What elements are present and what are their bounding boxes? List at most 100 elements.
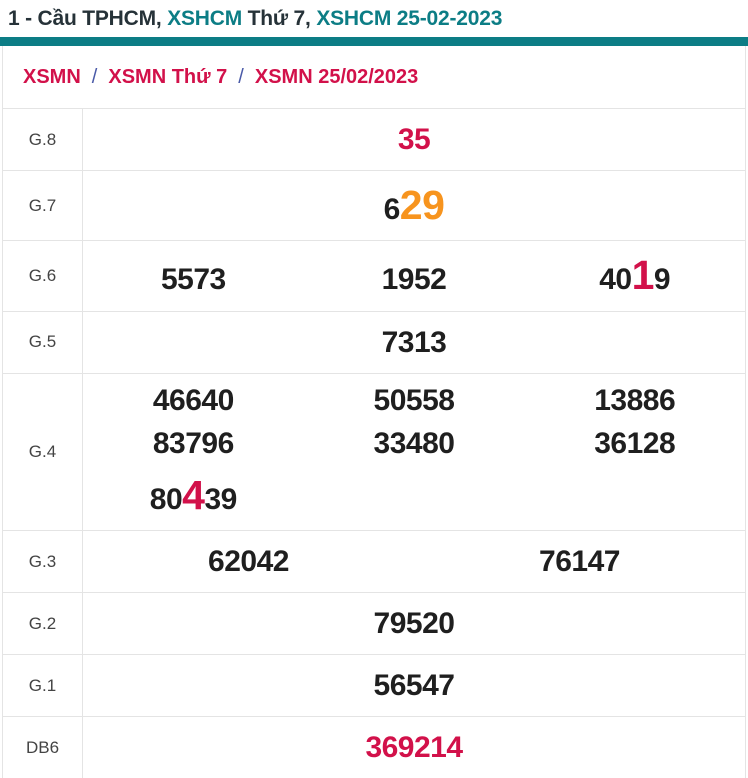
result-number-segment: 80 <box>149 482 183 516</box>
result-number-segment: 76147 <box>539 545 620 579</box>
number-cell: 369214 <box>83 726 745 770</box>
number-cell: 13886 <box>524 379 745 423</box>
breadcrumb-item-xsmn-thu7[interactable]: XSMN Thứ 7 <box>108 65 228 88</box>
result-number-segment: 40 <box>599 263 632 297</box>
table-row: G.7 629 <box>3 170 745 241</box>
result-number-segment: 5573 <box>160 263 226 297</box>
number-cell: 33480 <box>304 422 525 466</box>
result-number-segment: 33480 <box>373 427 455 461</box>
number-cell: 50558 <box>304 379 525 423</box>
result-number-segment: 35 <box>397 122 431 156</box>
number-cell: 62042 <box>83 540 414 584</box>
result-number-segment: 36128 <box>594 427 676 461</box>
prize-numbers: 62042 76147 <box>83 531 745 592</box>
result-number-segment: 6 <box>383 193 401 226</box>
prize-label-text: G.6 <box>28 266 57 286</box>
numbers-line: 5573 1952 4019 <box>83 246 745 305</box>
table-row: G.2 79520 <box>3 592 745 655</box>
prize-label-text: G.8 <box>28 129 57 149</box>
title-segment-thu7: Thứ 7, <box>242 7 317 30</box>
table-row: G.4 46640 50558 13886 83796 33480 36128 80439 <box>3 372 745 531</box>
prize-label: G.3 <box>3 531 83 593</box>
prize-numbers: 7313 <box>83 312 745 373</box>
numbers-line: 56547 <box>83 664 745 708</box>
prize-numbers: 35 <box>83 109 745 170</box>
result-number-segment: 79520 <box>373 607 455 641</box>
results-table: G.8 35 G.7 629 G.6 5573 1952 4019 G.5 7313 G.4 4664… <box>3 108 745 778</box>
table-row: G.5 7313 <box>3 310 745 373</box>
table-row: G.1 56547 <box>3 654 745 717</box>
numbers-line: 83796 33480 36128 <box>83 422 745 466</box>
prize-label-text: G.4 <box>28 442 57 462</box>
number-cell: 35 <box>83 118 745 162</box>
prize-label: DB6 <box>3 717 83 778</box>
title-segment-xshcm-link[interactable]: XSHCM <box>167 7 243 30</box>
number-cell: 36128 <box>524 422 745 466</box>
prize-label: G.1 <box>3 655 83 717</box>
result-number-segment: 29 <box>399 182 445 228</box>
table-row: DB6 369214 <box>3 716 745 778</box>
breadcrumb-separator: / <box>91 65 98 88</box>
breadcrumb-separator: / <box>238 65 244 88</box>
number-cell: 83796 <box>83 422 304 466</box>
result-number-segment: 4 <box>182 471 205 518</box>
number-cell: 79520 <box>83 602 745 646</box>
number-cell: 56547 <box>83 664 745 708</box>
prize-label-text: DB6 <box>25 737 60 757</box>
breadcrumb-item-xsmn-date[interactable]: XSMN 25/02/2023 <box>254 65 419 88</box>
number-cell: 80439 <box>83 466 304 525</box>
numbers-line: 629 <box>83 176 745 235</box>
result-number-segment: 1952 <box>381 263 447 297</box>
prize-label: G.8 <box>3 109 83 170</box>
numbers-line: 46640 50558 13886 <box>83 379 745 423</box>
result-number-segment: 13886 <box>594 383 676 417</box>
prize-numbers: 369214 <box>83 717 745 778</box>
number-cell: 76147 <box>414 540 745 584</box>
result-number-segment: 83796 <box>152 427 234 461</box>
numbers-line: 80439 <box>83 466 745 525</box>
prize-label: G.2 <box>3 593 83 655</box>
number-cell: 46640 <box>83 379 304 423</box>
results-panel: XSMN / XSMN Thứ 7 / XSMN 25/02/2023 G.8 3… <box>2 46 746 778</box>
result-number-segment: 46640 <box>152 383 234 417</box>
numbers-line: 7313 <box>83 321 745 365</box>
prize-numbers: 56547 <box>83 655 745 716</box>
result-number-segment: 1 <box>631 252 655 299</box>
prize-label: G.7 <box>3 171 83 241</box>
table-row: G.6 5573 1952 4019 <box>3 240 745 311</box>
prize-label-text: G.7 <box>28 195 57 215</box>
prize-label-text: G.5 <box>28 332 57 352</box>
numbers-line: 62042 76147 <box>83 540 745 584</box>
title-segment-xshcm-date-link[interactable]: XSHCM 25-02-2023 <box>316 7 503 30</box>
result-number-segment: 50558 <box>373 383 455 417</box>
number-cell: 4019 <box>524 246 745 305</box>
number-cell: 1952 <box>304 258 525 302</box>
breadcrumb: XSMN / XSMN Thứ 7 / XSMN 25/02/2023 <box>3 46 745 108</box>
number-cell: 629 <box>83 176 745 235</box>
accent-bar <box>0 37 748 46</box>
numbers-line: 79520 <box>83 602 745 646</box>
prize-label: G.5 <box>3 311 83 373</box>
prize-label: G.6 <box>3 241 83 311</box>
prize-numbers: 46640 50558 13886 83796 33480 36128 80439 <box>83 374 745 530</box>
numbers-line: 369214 <box>83 726 745 770</box>
prize-label-text: G.1 <box>28 675 57 695</box>
prize-label: G.4 <box>3 373 83 531</box>
result-number-segment: 62042 <box>208 545 289 579</box>
table-row: G.3 62042 76147 <box>3 530 745 593</box>
result-number-segment: 9 <box>653 263 671 297</box>
page-title: 1 - Cầu TPHCM, XSHCM Thứ 7, XSHCM 25-02-… <box>0 0 748 37</box>
result-number-segment: 369214 <box>365 731 463 765</box>
breadcrumb-item-xsmn[interactable]: XSMN <box>23 65 81 88</box>
result-number-segment: 56547 <box>373 669 455 703</box>
prize-label-text: G.2 <box>28 613 57 633</box>
numbers-line: 35 <box>83 118 745 162</box>
prize-numbers: 629 <box>83 171 745 240</box>
number-cell: 7313 <box>83 321 745 365</box>
table-row: G.8 35 <box>3 108 745 170</box>
result-number-segment: 7313 <box>381 325 447 359</box>
result-number-segment: 39 <box>204 482 237 516</box>
prize-numbers: 5573 1952 4019 <box>83 241 745 310</box>
title-segment-cau-tphcm: 1 - Cầu TPHCM, <box>8 7 168 30</box>
number-cell: 5573 <box>83 258 304 302</box>
